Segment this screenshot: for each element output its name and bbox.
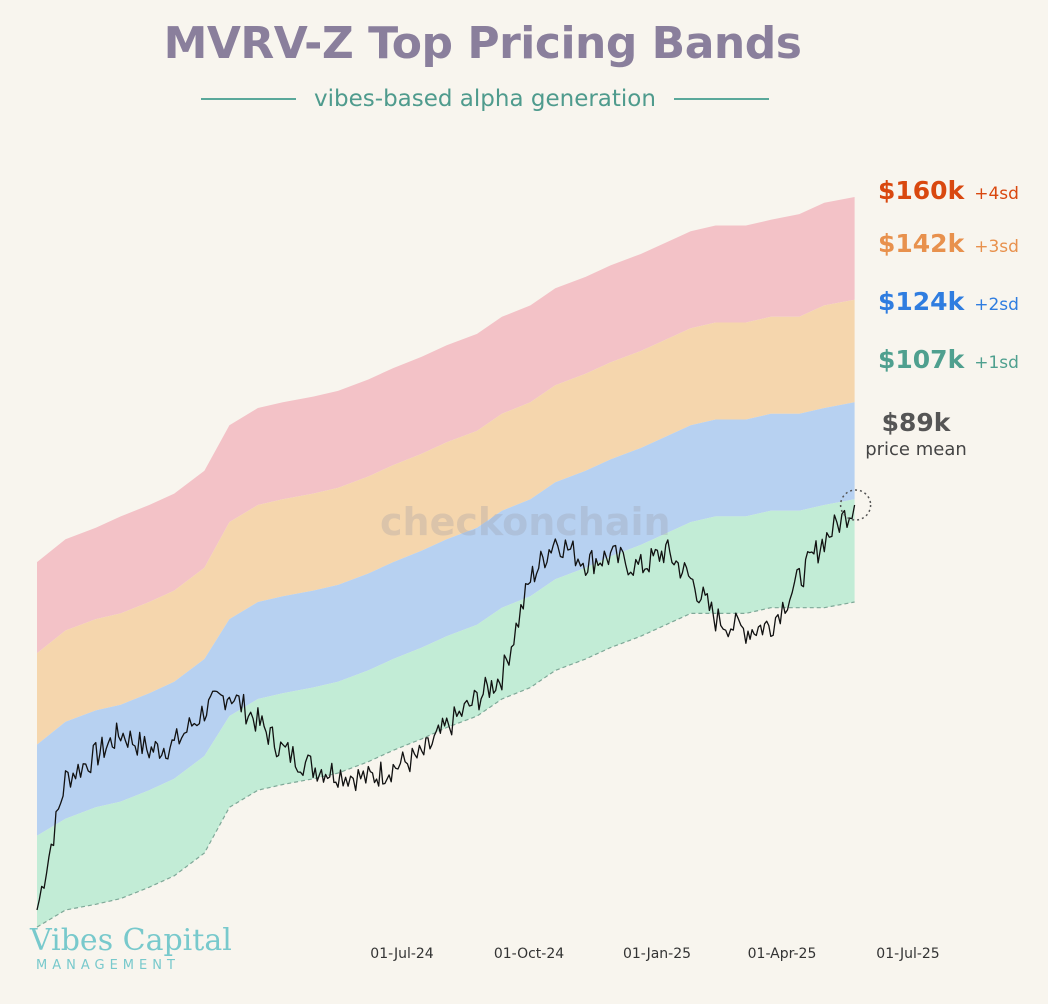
mean-caption: price mean — [865, 439, 967, 460]
x-tick-label: 01-Oct-24 — [493, 946, 565, 962]
band-price-2sd: $124k — [878, 287, 965, 316]
x-tick-label: 01-Jan-25 — [622, 946, 692, 962]
band-area-2sd — [37, 402, 855, 836]
subtitle-rule-right — [673, 98, 769, 100]
mean-label: $89k price mean — [862, 408, 970, 460]
latest-price-marker — [839, 489, 872, 521]
band-price-4sd: $160k — [878, 176, 965, 205]
subtitle-rule-left — [201, 98, 297, 100]
x-tick-label: 01-Jul-25 — [876, 946, 940, 962]
watermark: checkonchain — [380, 500, 671, 544]
band-sd-1sd: +1sd — [974, 353, 1019, 373]
chart-title: MVRV-Z Top Pricing Bands — [163, 18, 802, 69]
band-sd-2sd: +2sd — [974, 295, 1019, 315]
band-label-3sd: $142k +3sd — [878, 229, 1019, 258]
mean-price: $89k — [881, 408, 951, 437]
band-label-4sd: $160k +4sd — [878, 176, 1019, 205]
band-price-3sd: $142k — [878, 229, 965, 258]
x-tick-label: 01-Apr-25 — [747, 946, 817, 962]
band-area-1sd — [37, 499, 855, 928]
logo-line-2: MANAGEMENT — [36, 958, 180, 973]
x-tick-label: 01-Jul-24 — [370, 946, 434, 962]
band-sd-4sd: +4sd — [974, 184, 1019, 204]
band-label-2sd: $124k +2sd — [878, 287, 1019, 316]
band-price-1sd: $107k — [878, 345, 965, 374]
price-line — [36, 504, 856, 911]
price-mean-line — [36, 601, 855, 928]
chart-subtitle: vibes-based alpha generation — [314, 86, 656, 112]
logo-line-1: Vibes Capital — [30, 923, 232, 958]
subtitle-row: vibes-based alpha generation — [185, 84, 785, 114]
band-label-1sd: $107k +1sd — [878, 345, 1019, 374]
vibes-capital-logo: Vibes Capital MANAGEMENT — [30, 923, 232, 974]
band-sd-3sd: +3sd — [974, 237, 1019, 257]
band-area-4sd — [37, 197, 855, 654]
band-area-3sd — [37, 299, 855, 745]
